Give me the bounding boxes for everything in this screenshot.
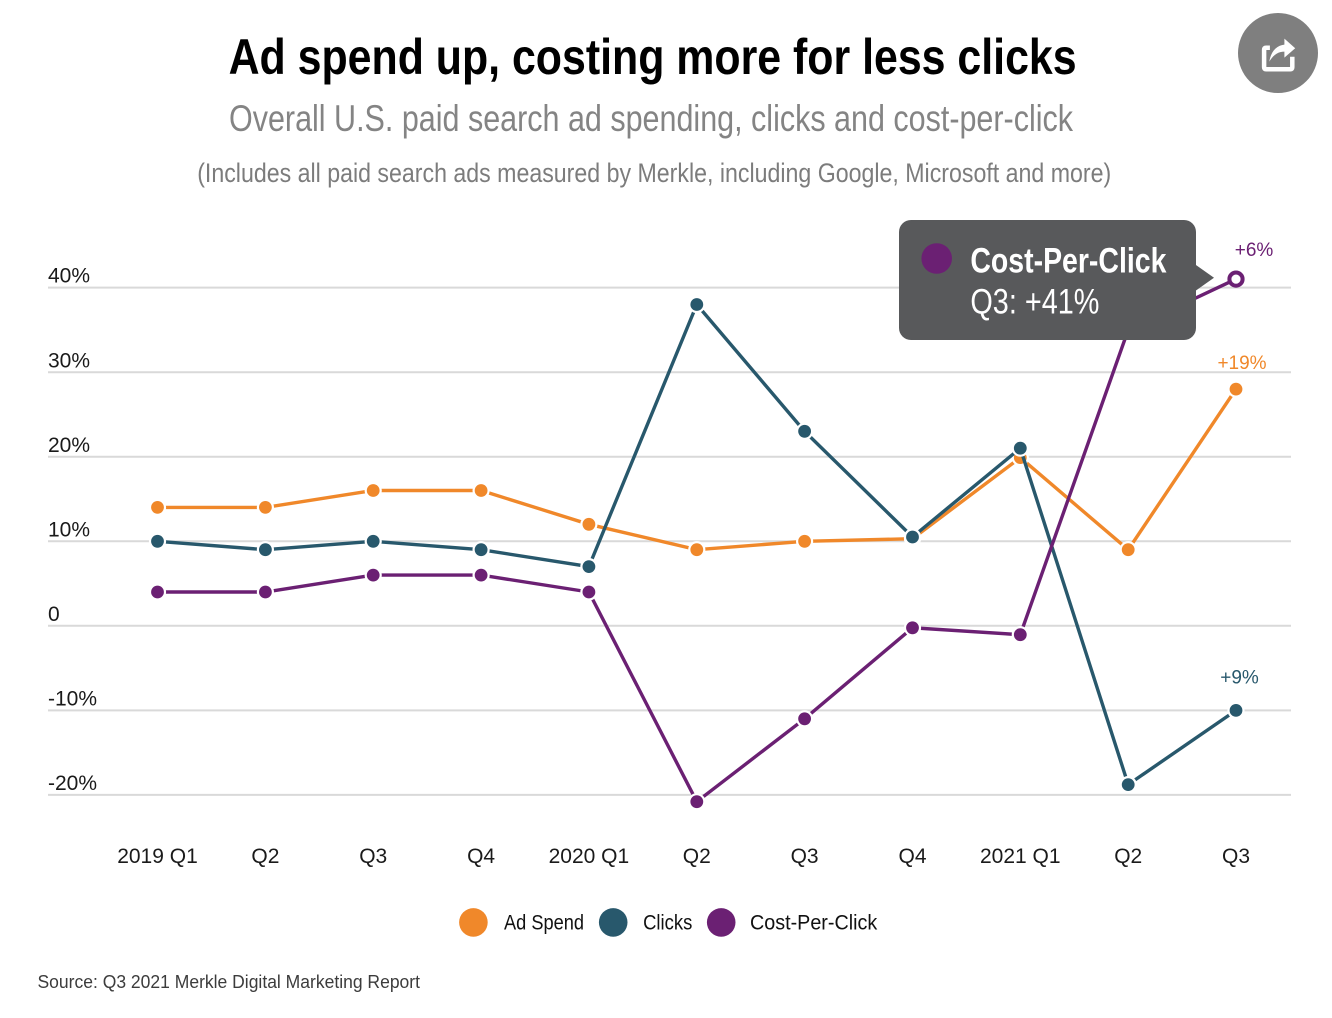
svg-text:30%: 30% [48,349,90,372]
svg-text:Q2: Q2 [251,845,279,868]
svg-text:Q4: Q4 [467,845,495,868]
svg-text:Ad spend up, costing more for: Ad spend up, costing more for less click… [229,29,1077,85]
svg-text:2019 Q1: 2019 Q1 [117,845,198,868]
svg-text:Q2: Q2 [1114,845,1142,868]
svg-text:Overall U.S. paid search ad sp: Overall U.S. paid search ad spending, cl… [229,98,1073,139]
svg-text:Q3: Q3 [791,845,819,868]
svg-text:-20%: -20% [48,772,97,795]
svg-text:-10%: -10% [48,688,97,711]
svg-text:Q4: Q4 [898,845,926,868]
svg-text:Q3: Q3 [359,845,387,868]
svg-text:40%: 40% [48,265,90,288]
svg-text:0: 0 [48,603,60,626]
svg-text:Ad Spend: Ad Spend [504,912,584,935]
svg-text:Cost-Per-Click: Cost-Per-Click [750,912,878,935]
svg-text:(Includes all paid search ads: (Includes all paid search ads measured b… [197,158,1111,188]
svg-text:2021 Q1: 2021 Q1 [980,845,1061,868]
svg-text:+9%: +9% [1220,668,1259,689]
svg-text:Q3: Q3 [1222,845,1250,868]
svg-text:Q3: +41%: Q3: +41% [970,282,1099,321]
svg-text:+6%: +6% [1235,240,1274,261]
svg-text:+19%: +19% [1217,353,1266,374]
svg-text:Clicks: Clicks [643,912,692,935]
svg-text:Q2: Q2 [683,845,711,868]
svg-text:Source: Q3 2021 Merkle Digital: Source: Q3 2021 Merkle Digital Marketing… [38,972,421,992]
svg-text:20%: 20% [48,434,90,457]
svg-text:10%: 10% [48,518,90,541]
svg-text:2020 Q1: 2020 Q1 [549,845,630,868]
svg-text:Cost-Per-Click: Cost-Per-Click [970,242,1166,281]
